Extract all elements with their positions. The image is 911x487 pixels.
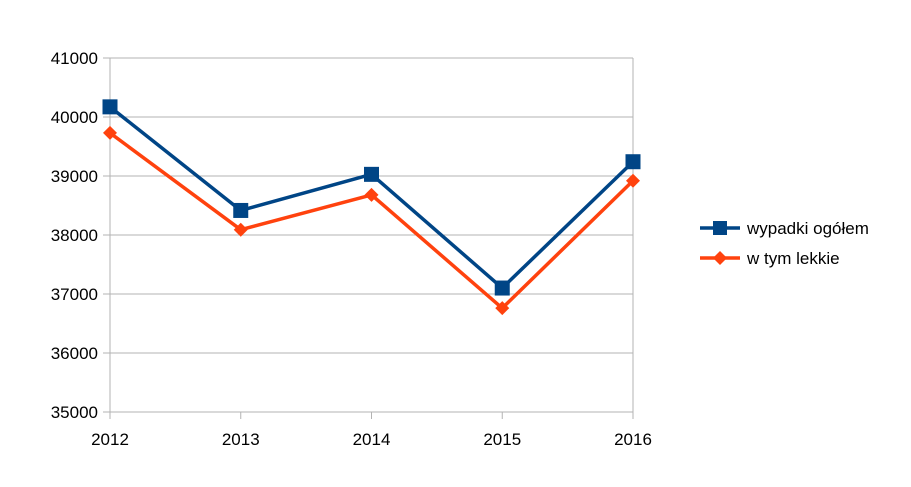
data-point: [103, 125, 117, 140]
data-point: [102, 99, 118, 115]
axes: [103, 57, 634, 419]
legend-label: w tym lekkie: [746, 249, 840, 268]
legend: wypadki ogółem w tym lekkie: [700, 219, 869, 268]
legend-marker: [713, 221, 727, 235]
y-tick-label: 39000: [51, 167, 98, 186]
x-tick-label: 2013: [222, 430, 260, 449]
series-line: [108, 131, 635, 310]
series-layer: [102, 99, 641, 316]
series-2: [103, 125, 640, 316]
y-tick-label: 37000: [51, 285, 98, 304]
x-tick-label: 2014: [353, 430, 391, 449]
data-point: [233, 202, 249, 218]
data-point: [626, 173, 640, 188]
data-point: [495, 301, 510, 316]
y-tick-label: 38000: [51, 226, 98, 245]
legend-marker: [713, 251, 727, 265]
x-tick-label: 2015: [483, 430, 521, 449]
data-point: [364, 187, 379, 202]
y-tick-label: 35000: [51, 403, 98, 422]
data-point: [494, 280, 510, 296]
y-axis-ticks: 35000 36000 37000 38000 39000 40000 41000: [51, 49, 98, 422]
x-axis-ticks: 2012 2013 2014 2015 2016: [91, 430, 652, 449]
data-point: [625, 154, 641, 170]
x-tick-label: 2016: [614, 430, 652, 449]
legend-item-2: w tym lekkie: [700, 249, 840, 268]
gridlines: [110, 57, 634, 413]
y-tick-label: 41000: [51, 49, 98, 68]
legend-label: wypadki ogółem: [746, 219, 869, 238]
data-point: [233, 222, 248, 237]
legend-item-1: wypadki ogółem: [700, 219, 869, 238]
x-tick-label: 2012: [91, 430, 129, 449]
y-tick-label: 40000: [51, 108, 98, 127]
y-tick-label: 36000: [51, 344, 98, 363]
data-point: [364, 166, 379, 182]
series-1: [102, 99, 641, 296]
